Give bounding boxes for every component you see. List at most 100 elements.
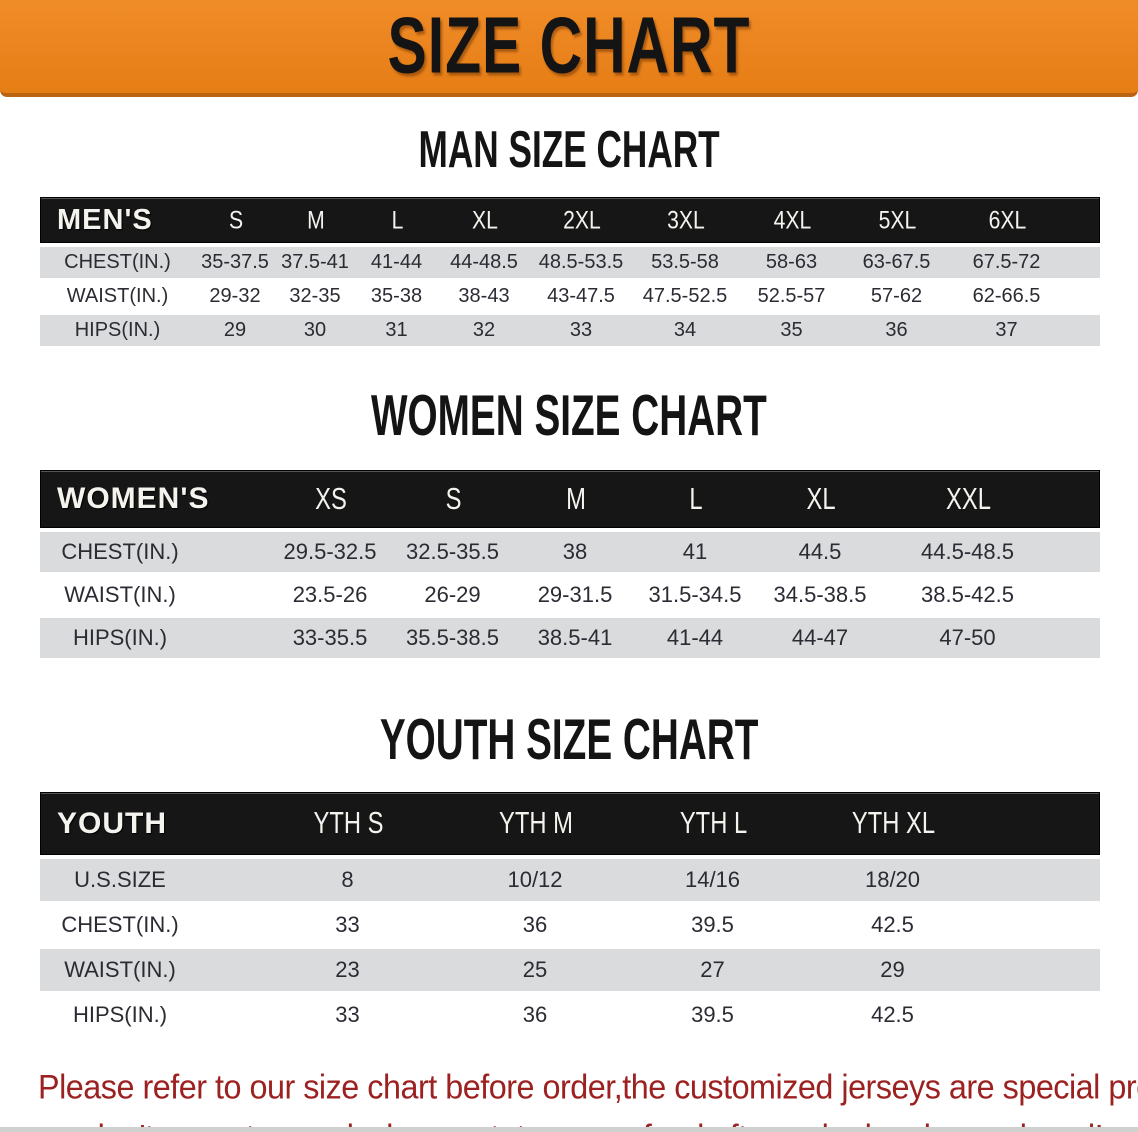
bottom-edge-strip	[0, 1127, 1138, 1132]
size-value: 37	[995, 319, 1018, 341]
size-value: 53.5-58	[651, 251, 719, 273]
size-value: 32.5-35.5	[406, 539, 499, 564]
size-value: 18/20	[864, 867, 921, 892]
women-table-header: WOMEN'S XS S M L XL XXL	[40, 470, 1100, 528]
men-size-header: 3XL	[667, 205, 705, 234]
men-section-heading: MAN SIZE CHART	[418, 121, 720, 179]
men-size-table: MEN'S S M L XL 2XL 3XL 4XL 5XL 6XL CHEST(IN.) 35-3…	[40, 197, 1100, 346]
men-corner-label: MEN'S	[57, 203, 153, 236]
size-value: 67.5-72	[972, 251, 1041, 273]
size-value: 44-48.5	[450, 251, 518, 273]
size-value: 35-38	[370, 285, 423, 307]
men-table-row: CHEST(IN.) 35-37.5 37.5-41 41-44 44-48.5 48.5…	[40, 247, 1100, 278]
size-value: 38.5-41	[537, 625, 613, 650]
size-value: 36	[885, 319, 908, 341]
youth-section-heading: YOUTH SIZE CHART	[379, 708, 759, 773]
size-value: 10/12	[507, 867, 563, 892]
size-value: 25	[522, 957, 548, 982]
row-label: WAIST(IN.)	[66, 285, 169, 307]
size-value: 33	[335, 1002, 360, 1027]
disclaimer-line: Please refer to our size chart before or…	[38, 1067, 1138, 1106]
size-value: 43-47.5	[547, 285, 615, 307]
page-title: SIZE CHART	[387, 2, 751, 91]
size-value: 62-66.5	[972, 285, 1041, 307]
youth-table-row: WAIST(IN.) 23 25 27 29	[40, 949, 1100, 991]
women-size-header: M	[566, 481, 586, 516]
size-value: 8	[341, 867, 354, 892]
size-value: 35-37.5	[201, 251, 269, 273]
row-label: WAIST(IN.)	[64, 957, 176, 982]
youth-size-header: YTH M	[499, 806, 573, 840]
size-value: 29	[223, 319, 247, 341]
size-value: 41-44	[370, 251, 423, 273]
size-value: 23	[335, 957, 360, 982]
men-size-header: 4XL	[773, 205, 812, 234]
women-size-header: XXL	[946, 481, 991, 516]
size-value: 44.5-48.5	[921, 539, 1014, 564]
size-value: 29-32	[209, 285, 261, 307]
women-size-table: WOMEN'S XS S M L XL XXL CHEST(IN.) 29.5-32.5 32.…	[40, 470, 1100, 658]
row-label: HIPS(IN.)	[74, 319, 161, 341]
size-value: 39.5	[691, 912, 734, 937]
youth-table-row: CHEST(IN.) 33 36 39.5 42.5	[40, 904, 1100, 946]
men-table-row: WAIST(IN.) 29-32 32-35 35-38 38-43 43-47.5 47.…	[40, 281, 1100, 312]
size-value: 52.5-57	[757, 285, 826, 307]
size-value: 32-35	[289, 285, 341, 307]
men-size-header: XL	[472, 205, 498, 234]
women-size-header: XS	[315, 481, 347, 516]
size-value: 14/16	[684, 867, 741, 892]
men-size-header: 5XL	[878, 205, 917, 234]
women-corner-label: WOMEN'S	[57, 482, 210, 515]
men-size-header: 6XL	[988, 205, 1027, 234]
youth-size-header: YTH S	[313, 806, 384, 840]
size-value: 57-62	[870, 285, 923, 307]
size-value: 31	[385, 319, 408, 341]
size-value: 48.5-53.5	[538, 251, 624, 273]
size-value: 47.5-52.5	[642, 285, 728, 307]
size-value: 35.5-38.5	[406, 625, 499, 650]
size-value: 26-29	[424, 582, 481, 607]
size-value: 34.5-38.5	[773, 582, 867, 607]
disclaimer-text: Please refer to our size chart before or…	[38, 1062, 1138, 1132]
men-size-header: L	[391, 205, 404, 234]
youth-corner-label: YOUTH	[57, 806, 167, 840]
size-value: 39.5	[691, 1002, 734, 1027]
size-value: 41	[682, 539, 708, 564]
youth-size-header: YTH XL	[851, 806, 936, 840]
size-value: 31.5-34.5	[648, 582, 742, 607]
size-value: 38	[562, 539, 588, 564]
size-value: 35	[780, 319, 803, 341]
size-value: 33	[569, 319, 593, 341]
women-size-header: S	[445, 481, 462, 516]
size-value: 63-67.5	[862, 251, 931, 273]
size-value: 34	[673, 319, 697, 341]
size-chart-banner: SIZE CHART	[0, 0, 1138, 97]
women-size-header: L	[689, 481, 703, 516]
size-value: 58-63	[765, 251, 818, 273]
row-label: CHEST(IN.)	[61, 539, 179, 564]
row-label: HIPS(IN.)	[72, 625, 168, 650]
size-value: 27	[700, 957, 725, 982]
men-size-header: S	[228, 205, 244, 234]
row-label: CHEST(IN.)	[61, 912, 179, 937]
size-value: 29-31.5	[537, 582, 613, 607]
size-value: 32	[472, 319, 496, 341]
size-value: 30	[303, 319, 327, 341]
women-table-row: CHEST(IN.) 29.5-32.5 32.5-35.5 38 41 44.5 44.5…	[40, 532, 1100, 572]
women-size-header: XL	[806, 481, 836, 516]
size-value: 29.5-32.5	[283, 539, 377, 564]
size-value: 36	[522, 912, 548, 937]
men-table-header: MEN'S S M L XL 2XL 3XL 4XL 5XL 6XL	[40, 197, 1100, 243]
size-value: 44.5	[798, 539, 842, 564]
size-value: 41-44	[666, 625, 724, 650]
women-section-heading: WOMEN SIZE CHART	[371, 384, 767, 449]
size-value: 33	[335, 912, 360, 937]
row-label: U.S.SIZE	[74, 867, 166, 892]
size-value: 23.5-26	[292, 582, 368, 607]
youth-table-row: U.S.SIZE 8 10/12 14/16 18/20	[40, 859, 1100, 901]
men-table-row: HIPS(IN.) 29 30 31 32 33 34 35 36 37	[40, 315, 1100, 346]
youth-table-header: YOUTH YTH S YTH M YTH L YTH XL	[40, 792, 1100, 855]
youth-size-table: YOUTH YTH S YTH M YTH L YTH XL U.S.SIZE 8 10/1…	[40, 792, 1100, 1036]
size-value: 33-35.5	[292, 625, 368, 650]
